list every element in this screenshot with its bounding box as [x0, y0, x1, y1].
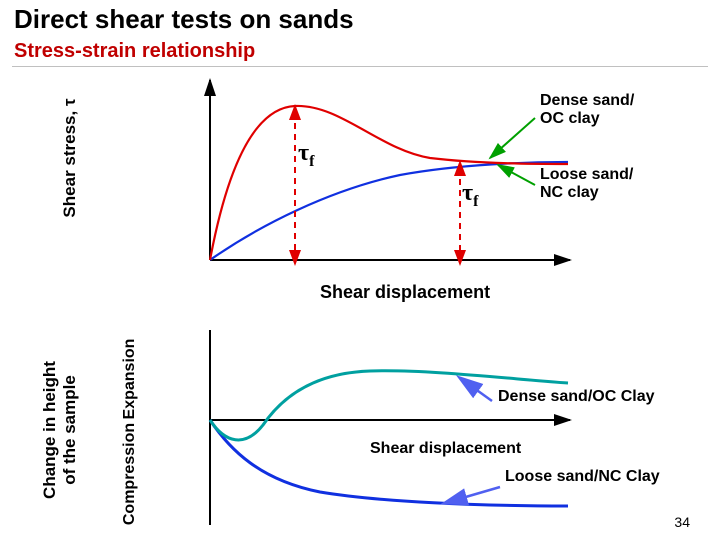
chart2-loose-label: Loose sand/NC Clay	[505, 468, 660, 486]
divider	[12, 66, 708, 67]
diagram-canvas	[0, 0, 720, 540]
subtitle: Stress-strain relationship	[14, 40, 255, 63]
chart2-dense-label: Dense sand/OC Clay	[498, 388, 655, 406]
chart1-y-axis-label: Shear stress, τ	[60, 78, 80, 238]
page-title: Direct shear tests on sands	[14, 4, 354, 35]
chart2-x-axis-label: Shear displacement	[370, 440, 521, 458]
chart2-y-axis-label: Change in heightof the sample	[40, 350, 80, 510]
chart1-dense-label: Dense sand/OC clay	[540, 92, 634, 128]
tauf-ult-label: τf	[462, 180, 478, 211]
chart2-down-label: Compression	[121, 404, 139, 544]
tauf-peak-label: τf	[298, 140, 314, 171]
chart1-x-axis-label: Shear displacement	[320, 282, 490, 303]
chart1-loose-label: Loose sand/NC clay	[540, 166, 633, 202]
page-number: 34	[674, 514, 690, 530]
